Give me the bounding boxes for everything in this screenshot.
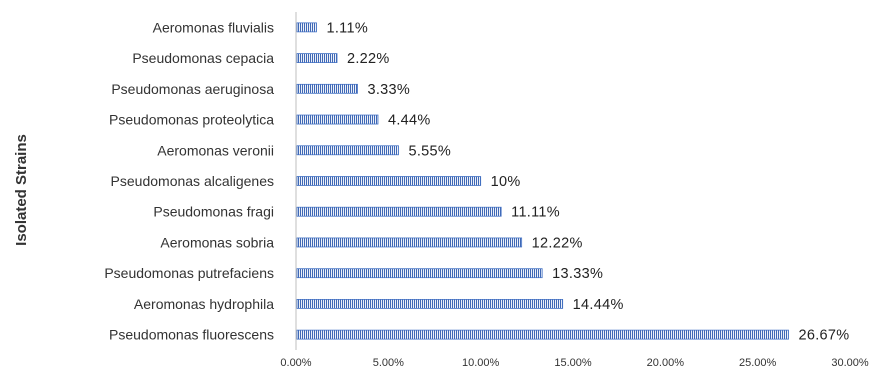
- category-labels: Aeromonas fluvialis Pseudomonas cepacia Ps…: [104, 19, 274, 342]
- category-label: Aeromonas sobria: [160, 234, 274, 250]
- x-tick-label: 20.00%: [647, 357, 685, 369]
- bars-group: [296, 22, 789, 340]
- bar: [296, 176, 482, 186]
- category-label: Pseudomonas cepacia: [132, 50, 274, 66]
- x-tick-label: 25.00%: [739, 357, 777, 369]
- bar: [296, 114, 379, 125]
- data-label: 13.33%: [552, 266, 603, 282]
- category-label: Aeromonas hydrophila: [134, 296, 274, 312]
- x-axis-ticks: 0.00% 5.00% 10.00% 15.00% 20.00% 25.00% 30.00%: [280, 357, 868, 369]
- bar: [296, 329, 789, 340]
- category-label: Pseudomonas putrefaciens: [104, 265, 274, 281]
- bar: [296, 83, 358, 94]
- data-label: 4.44%: [388, 113, 431, 129]
- data-label: 26.67%: [799, 328, 850, 344]
- bar: [296, 237, 523, 248]
- data-label: 5.55%: [408, 143, 451, 159]
- category-label: Aeromonas fluvialis: [153, 19, 274, 35]
- bar: [296, 53, 338, 63]
- category-label: Pseudomonas aeruginosa: [111, 81, 274, 97]
- category-label: Pseudomonas fragi: [153, 204, 274, 220]
- data-label: 3.33%: [367, 82, 410, 98]
- x-tick-label: 0.00%: [280, 357, 311, 369]
- category-label: Pseudomonas proteolytica: [109, 112, 274, 128]
- category-label: Pseudomonas alcaligenes: [111, 173, 274, 189]
- bar: [296, 268, 543, 279]
- data-label: 10%: [491, 174, 521, 190]
- x-tick-label: 15.00%: [554, 357, 592, 369]
- bar: [296, 145, 399, 156]
- x-tick-label: 30.00%: [831, 357, 869, 369]
- data-labels: 1.11% 2.22% 3.33% 4.44% 5.55% 10% 11.11% 12.22%…: [326, 20, 849, 343]
- x-tick-label: 5.00%: [373, 357, 404, 369]
- bar: [296, 206, 502, 217]
- x-tick-label: 10.00%: [462, 357, 500, 369]
- data-label: 14.44%: [573, 297, 624, 313]
- data-label: 12.22%: [532, 235, 583, 251]
- data-label: 2.22%: [347, 51, 390, 67]
- category-label: Aeromonas veronii: [157, 142, 274, 158]
- bar: [296, 299, 564, 309]
- bar: [296, 22, 317, 33]
- y-axis-title: Isolated Strains: [13, 134, 30, 246]
- data-label: 1.11%: [326, 20, 368, 36]
- category-label: Pseudomonas fluorescens: [109, 327, 274, 343]
- data-label: 11.11%: [511, 205, 560, 221]
